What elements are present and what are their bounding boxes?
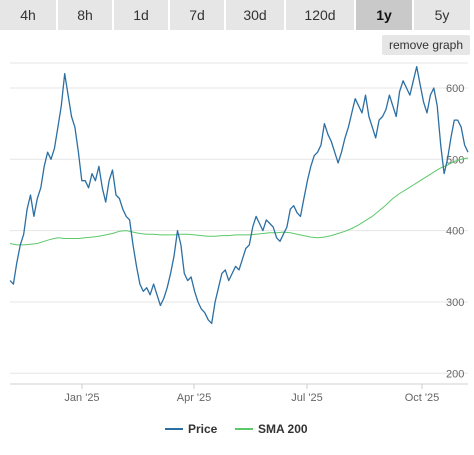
y-tick-label: 600 [446, 83, 464, 95]
range-button-4h[interactable]: 4h [0, 0, 56, 30]
series-lines [9, 65, 469, 325]
range-button-1d[interactable]: 1d [114, 0, 168, 30]
legend-label-price[interactable]: Price [188, 422, 218, 436]
x-axis: Jan '25 Apr '25 Jul '25 Oct '25 [64, 384, 439, 404]
price-line [9, 65, 469, 325]
legend-label-sma-200[interactable]: SMA 200 [258, 422, 308, 436]
range-button-120d[interactable]: 120d [286, 0, 354, 30]
x-tick-label: Jul '25 [291, 392, 322, 404]
y-tick-label: 200 [446, 368, 464, 380]
x-tick-label: Jan '25 [64, 392, 99, 404]
grid-lines [10, 62, 468, 385]
range-button-30d[interactable]: 30d [226, 0, 284, 30]
range-selector: 4h 8h 1d 7d 30d 120d 1y 5y [0, 0, 474, 30]
x-tick-label: Apr '25 [177, 392, 212, 404]
y-tick-label: 400 [446, 226, 464, 238]
range-button-7d[interactable]: 7d [170, 0, 224, 30]
range-button-5y[interactable]: 5y [414, 0, 470, 30]
y-tick-label: 300 [446, 297, 464, 309]
range-button-1y[interactable]: 1y [356, 0, 412, 30]
legend: Price SMA 200 [165, 422, 308, 436]
range-button-8h[interactable]: 8h [58, 0, 112, 30]
remove-graph-button[interactable]: remove graph [382, 35, 470, 55]
sma-200-line [9, 157, 469, 246]
x-tick-label: Oct '25 [405, 392, 440, 404]
